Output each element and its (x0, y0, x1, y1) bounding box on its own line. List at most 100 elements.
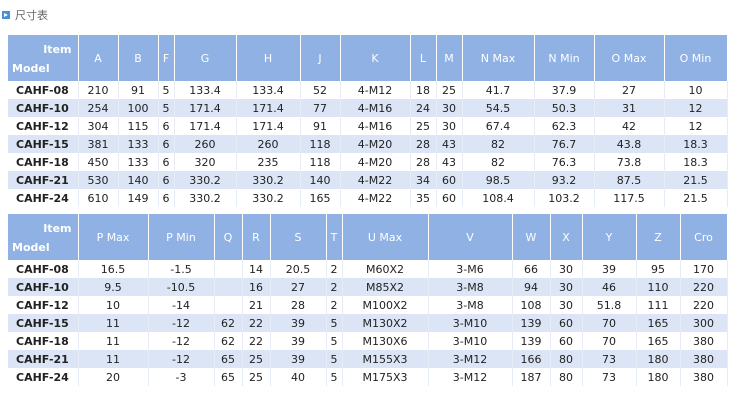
column-header: K (340, 35, 411, 81)
model-cell: CAHF-21 (8, 171, 79, 189)
data-cell: 5 (158, 81, 175, 99)
data-cell: -1.5 (148, 260, 215, 278)
data-cell: 20.5 (270, 260, 327, 278)
data-row: CAHF-24 610 149 6 330.2 330.2 165 4-M22 35 60 108.… (8, 189, 728, 207)
data-cell: 4-M20 (340, 153, 411, 171)
column-header: Q (214, 214, 243, 260)
data-cell: 330.2 (236, 171, 301, 189)
data-cell: 3-M10 (428, 332, 513, 350)
data-cell: 103.2 (534, 189, 595, 207)
data-cell: 165 (300, 189, 341, 207)
data-cell: 73.8 (594, 153, 665, 171)
data-cell: 41.7 (462, 81, 535, 99)
data-row: CAHF-15 11 -12 62 22 39 5 M130X2 3-M10 139 60 70 165… (8, 314, 728, 332)
data-cell: 11 (78, 332, 149, 350)
data-cell: 220 (680, 296, 728, 314)
data-cell: 82 (462, 135, 535, 153)
data-row: CAHF-18 11 -12 62 22 39 5 M130X6 3-M10 139 60 70 165… (8, 332, 728, 350)
data-cell: 166 (512, 350, 551, 368)
data-cell: 93.2 (534, 171, 595, 189)
data-cell: 254 (78, 99, 119, 117)
data-cell: 4-M20 (340, 135, 411, 153)
dimension-table: Item Model P Max P Min Q R S T U Max V W X Y Z Cro CAHF… (8, 214, 728, 386)
data-cell: 171.4 (236, 99, 301, 117)
data-cell: 66 (512, 260, 551, 278)
data-cell: 30 (436, 117, 463, 135)
column-header: U Max (342, 214, 429, 260)
data-cell: 118 (300, 135, 341, 153)
data-cell: 39 (270, 350, 327, 368)
data-cell: 133 (118, 135, 159, 153)
column-header: A (78, 35, 119, 81)
data-row: CAHF-10 9.5 -10.5 16 27 2 M85X2 3-M8 94 30 46 110 22… (8, 278, 728, 296)
model-cell: CAHF-12 (8, 117, 79, 135)
model-cell: CAHF-21 (8, 350, 79, 368)
column-header: W (512, 214, 551, 260)
data-cell: -12 (148, 350, 215, 368)
data-cell: 530 (78, 171, 119, 189)
data-cell: -12 (148, 332, 215, 350)
data-cell: 40 (270, 368, 327, 386)
data-cell: 62 (214, 314, 243, 332)
data-cell: 118 (300, 153, 341, 171)
column-header: N Max (462, 35, 535, 81)
column-header: N Min (534, 35, 595, 81)
data-cell: 10 (664, 81, 728, 99)
header-row: Item Model P Max P Min Q R S T U Max V W X Y Z Cro (8, 214, 728, 260)
data-cell: 76.3 (534, 153, 595, 171)
data-cell: 330.2 (174, 171, 237, 189)
data-cell: 171.4 (174, 99, 237, 117)
data-cell: 12 (664, 99, 728, 117)
data-cell: 24 (410, 99, 437, 117)
data-cell: 210 (78, 81, 119, 99)
column-header: F (158, 35, 175, 81)
data-cell: 28 (270, 296, 327, 314)
data-cell: 62 (214, 332, 243, 350)
section-header: 尺寸表 (2, 8, 48, 22)
data-cell: 260 (236, 135, 301, 153)
data-cell: 140 (300, 171, 341, 189)
data-cell: M85X2 (342, 278, 429, 296)
data-cell: 73 (582, 350, 637, 368)
data-cell: 380 (680, 350, 728, 368)
data-row: CAHF-12 10 -14 21 28 2 M100X2 3-M8 108 30 51.8 111 2… (8, 296, 728, 314)
data-cell: 6 (158, 135, 175, 153)
header-icon (2, 11, 10, 19)
data-cell: 11 (78, 350, 149, 368)
section-title: 尺寸表 (15, 9, 48, 22)
data-cell: 5 (326, 368, 343, 386)
column-header: V (428, 214, 513, 260)
data-cell: 165 (636, 314, 681, 332)
column-header: Z (636, 214, 681, 260)
data-cell: 39 (582, 260, 637, 278)
data-cell: 62.3 (534, 117, 595, 135)
data-cell: 235 (236, 153, 301, 171)
data-cell: 77 (300, 99, 341, 117)
column-header: L (410, 35, 437, 81)
data-cell: 30 (550, 260, 583, 278)
data-cell: 3-M6 (428, 260, 513, 278)
corner-bottom-label: Model (12, 62, 50, 75)
data-cell: 304 (78, 117, 119, 135)
data-cell: 380 (680, 368, 728, 386)
data-cell: 110 (636, 278, 681, 296)
corner-header: Item Model (8, 214, 79, 260)
data-cell: 27 (594, 81, 665, 99)
data-cell: 25 (242, 368, 271, 386)
data-cell: 34 (410, 171, 437, 189)
model-cell: CAHF-08 (8, 260, 79, 278)
data-cell: 73 (582, 368, 637, 386)
data-cell: 98.5 (462, 171, 535, 189)
dimension-table: Item Model A B F G H J K L M N Max N Min O Max O Min CA… (8, 35, 728, 207)
data-cell: 22 (242, 332, 271, 350)
column-header: G (174, 35, 237, 81)
data-row: CAHF-10 254 100 5 171.4 171.4 77 4-M16 24 30 54.5 5… (8, 99, 728, 117)
corner-top-label: Item (43, 43, 72, 56)
data-cell: 60 (436, 171, 463, 189)
data-cell: M130X2 (342, 314, 429, 332)
data-cell: 65 (214, 350, 243, 368)
data-cell: 170 (680, 260, 728, 278)
data-cell: 95 (636, 260, 681, 278)
data-cell: 80 (550, 350, 583, 368)
